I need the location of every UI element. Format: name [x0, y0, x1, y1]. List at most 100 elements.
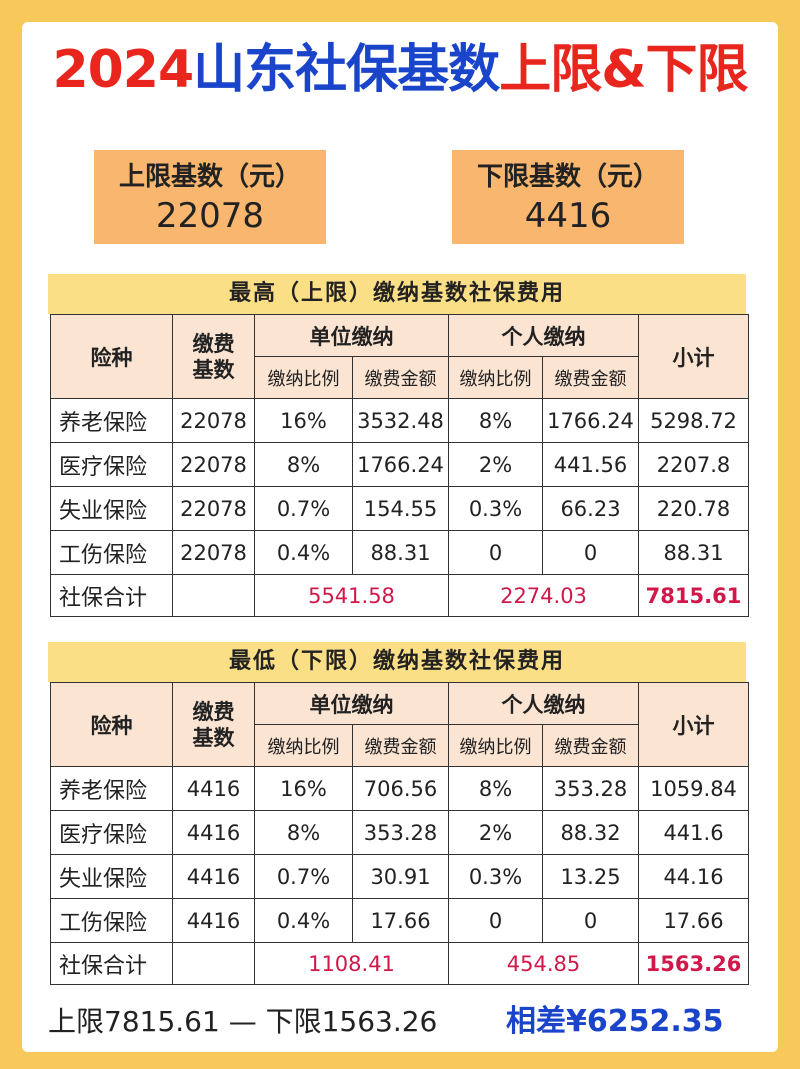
insurance-name: 养老保险	[50, 766, 173, 811]
title-year: 2024	[52, 40, 194, 100]
lower-base-label: 下限基数（元）	[476, 162, 659, 192]
header-personal: 个人缴纳	[448, 314, 639, 357]
low-fee-table: 险种 缴费 基数 单位缴纳 个人缴纳 小计 缴纳比例 缴费金额 缴纳比例 缴费金额 养老保险 441…	[50, 682, 749, 985]
upper-base-label: 上限基数（元）	[118, 162, 301, 192]
unit-rate: 16%	[254, 398, 353, 443]
unit-amount: 30.91	[352, 854, 449, 899]
unit-amount: 3532.48	[352, 398, 449, 443]
unit-amount: 17.66	[352, 898, 449, 943]
base-value: 4416	[172, 766, 255, 811]
table-row: 医疗保险 4416 8% 353.28 2% 88.32 441.6	[50, 810, 749, 855]
base-value: 4416	[172, 810, 255, 855]
subtotal-value: 1059.84	[638, 766, 749, 811]
personal-rate: 0	[448, 898, 543, 943]
personal-rate: 8%	[448, 398, 543, 443]
unit-rate: 16%	[254, 766, 353, 811]
total-base-empty	[172, 942, 255, 985]
range-summary: 上限7815.61 — 下限1563.26	[48, 1005, 438, 1038]
header-unit: 单位缴纳	[254, 682, 449, 725]
base-value: 22078	[172, 398, 255, 443]
page-title: 2024山东社保基数上限&下限	[0, 38, 800, 102]
low-section-heading: 最低（下限）缴纳基数社保费用	[48, 642, 746, 682]
table-row: 医疗保险 22078 8% 1766.24 2% 441.56 2207.8	[50, 442, 749, 487]
header-unit-amount: 缴费金额	[352, 356, 449, 399]
personal-amount: 0	[542, 530, 639, 575]
table-row: 失业保险 22078 0.7% 154.55 0.3% 66.23 220.78	[50, 486, 749, 531]
total-personal: 454.85	[448, 942, 639, 985]
personal-rate: 2%	[448, 442, 543, 487]
upper-base-value: 22078	[155, 196, 265, 236]
header-subtotal: 小计	[638, 682, 749, 767]
unit-rate: 0.4%	[254, 898, 353, 943]
insurance-name: 失业保险	[50, 486, 173, 531]
total-unit: 1108.41	[254, 942, 449, 985]
insurance-name: 医疗保险	[50, 810, 173, 855]
header-personal-rate: 缴纳比例	[448, 724, 543, 767]
header-type: 险种	[50, 314, 173, 399]
header-unit-rate: 缴纳比例	[254, 356, 353, 399]
unit-amount: 1766.24	[352, 442, 449, 487]
table-row: 养老保险 22078 16% 3532.48 8% 1766.24 5298.72	[50, 398, 749, 443]
lower-base-value: 4416	[524, 196, 612, 236]
header-personal: 个人缴纳	[448, 682, 639, 725]
insurance-name: 医疗保险	[50, 442, 173, 487]
table-row: 失业保险 4416 0.7% 30.91 0.3% 13.25 44.16	[50, 854, 749, 899]
header-personal-rate: 缴纳比例	[448, 356, 543, 399]
unit-rate: 0.7%	[254, 854, 353, 899]
subtotal-value: 88.31	[638, 530, 749, 575]
subtotal-value: 44.16	[638, 854, 749, 899]
subtotal-value: 17.66	[638, 898, 749, 943]
header-unit-rate: 缴纳比例	[254, 724, 353, 767]
table-row: 工伤保险 4416 0.4% 17.66 0 0 17.66	[50, 898, 749, 943]
unit-rate: 8%	[254, 442, 353, 487]
insurance-name: 工伤保险	[50, 530, 173, 575]
lower-base-box: 下限基数（元） 4416	[452, 150, 684, 244]
personal-rate: 0.3%	[448, 854, 543, 899]
unit-amount: 353.28	[352, 810, 449, 855]
total-personal: 2274.03	[448, 574, 639, 617]
unit-rate: 8%	[254, 810, 353, 855]
header-unit: 单位缴纳	[254, 314, 449, 357]
total-subtotal: 1563.26	[638, 942, 749, 985]
personal-rate: 0	[448, 530, 543, 575]
total-label: 社保合计	[50, 942, 173, 985]
total-subtotal: 7815.61	[638, 574, 749, 617]
personal-amount: 13.25	[542, 854, 639, 899]
title-main: 山东社保基数	[193, 40, 500, 100]
upper-base-box: 上限基数（元） 22078	[94, 150, 326, 244]
subtotal-value: 5298.72	[638, 398, 749, 443]
title-tail: 上限&下限	[499, 40, 748, 100]
base-value: 4416	[172, 854, 255, 899]
subtotal-value: 441.6	[638, 810, 749, 855]
personal-rate: 0.3%	[448, 486, 543, 531]
personal-amount: 0	[542, 898, 639, 943]
personal-amount: 66.23	[542, 486, 639, 531]
unit-rate: 0.7%	[254, 486, 353, 531]
subtotal-value: 2207.8	[638, 442, 749, 487]
personal-amount: 88.32	[542, 810, 639, 855]
subtotal-value: 220.78	[638, 486, 749, 531]
table-row: 工伤保险 22078 0.4% 88.31 0 0 88.31	[50, 530, 749, 575]
unit-rate: 0.4%	[254, 530, 353, 575]
high-section-heading: 最高（上限）缴纳基数社保费用	[48, 274, 746, 314]
base-value: 22078	[172, 486, 255, 531]
personal-amount: 353.28	[542, 766, 639, 811]
base-value: 4416	[172, 898, 255, 943]
high-fee-table: 险种 缴费 基数 单位缴纳 个人缴纳 小计 缴纳比例 缴费金额 缴纳比例 缴费金额 养老保险 220…	[50, 314, 749, 617]
personal-amount: 441.56	[542, 442, 639, 487]
unit-amount: 88.31	[352, 530, 449, 575]
header-subtotal: 小计	[638, 314, 749, 399]
unit-amount: 154.55	[352, 486, 449, 531]
difference-value: 相差¥6252.35	[506, 1004, 724, 1039]
insurance-name: 工伤保险	[50, 898, 173, 943]
unit-amount: 706.56	[352, 766, 449, 811]
insurance-name: 失业保险	[50, 854, 173, 899]
personal-amount: 1766.24	[542, 398, 639, 443]
total-unit: 5541.58	[254, 574, 449, 617]
header-base: 缴费 基数	[172, 682, 255, 767]
base-value: 22078	[172, 530, 255, 575]
header-unit-amount: 缴费金额	[352, 724, 449, 767]
bottom-summary: 上限7815.61 — 下限1563.26 相差¥6252.35	[48, 998, 768, 1046]
header-type: 险种	[50, 682, 173, 767]
insurance-name: 养老保险	[50, 398, 173, 443]
